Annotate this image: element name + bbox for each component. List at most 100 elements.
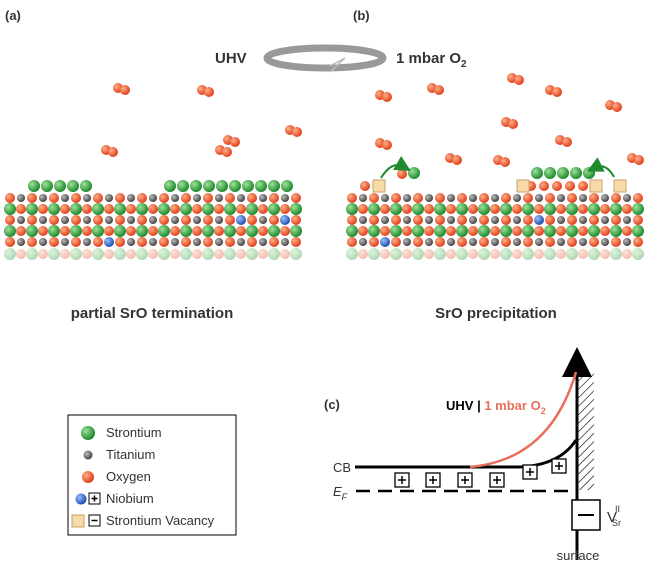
atom	[623, 238, 631, 246]
atom	[346, 203, 358, 215]
atom	[600, 204, 610, 214]
atom	[259, 194, 267, 202]
atom	[447, 238, 455, 246]
atom	[610, 248, 622, 260]
atom	[380, 237, 390, 247]
atom	[236, 204, 246, 214]
atom	[556, 226, 566, 236]
atom	[80, 180, 92, 192]
vacancy	[614, 180, 626, 192]
panel-label: (c)	[324, 397, 340, 412]
atom	[136, 248, 148, 260]
atom	[237, 194, 245, 202]
atom	[17, 216, 25, 224]
atom	[566, 203, 578, 215]
atom	[224, 248, 236, 260]
atom	[16, 249, 26, 259]
atom	[281, 194, 289, 202]
atom	[531, 167, 543, 179]
atom	[164, 180, 176, 192]
atom	[280, 249, 290, 259]
atom	[148, 226, 158, 236]
atom	[434, 85, 444, 95]
legend-text: Niobium	[106, 491, 154, 506]
atom	[501, 237, 511, 247]
atom	[490, 204, 500, 214]
atom	[290, 225, 302, 237]
atom	[193, 194, 201, 202]
atom	[380, 249, 390, 259]
atom	[566, 248, 578, 260]
atom	[508, 119, 518, 129]
atom	[478, 248, 490, 260]
atom	[446, 204, 456, 214]
atom	[60, 249, 70, 259]
atom	[501, 215, 511, 225]
atom	[623, 216, 631, 224]
hop-arrow	[594, 166, 614, 177]
atom	[17, 238, 25, 246]
atom	[26, 248, 38, 260]
atom	[48, 225, 60, 237]
atom	[26, 203, 38, 215]
atom	[193, 238, 201, 246]
atom	[149, 194, 157, 202]
atom	[588, 225, 600, 237]
atom	[534, 249, 544, 259]
atom	[127, 216, 135, 224]
atom	[512, 249, 522, 259]
band-legend: UHV | 1 mbar O2	[446, 398, 546, 416]
legend-icon	[84, 451, 93, 460]
atom	[369, 193, 379, 203]
atom	[27, 237, 37, 247]
atom	[92, 248, 104, 260]
atom	[242, 180, 254, 192]
atom	[578, 226, 588, 236]
atom	[469, 216, 477, 224]
text: E	[333, 484, 342, 499]
atom	[192, 204, 202, 214]
atom	[611, 215, 621, 225]
atom	[247, 215, 257, 225]
atom	[247, 193, 257, 203]
atom	[214, 249, 224, 259]
atom	[557, 216, 565, 224]
atom	[424, 204, 434, 214]
atom	[291, 215, 301, 225]
atom	[552, 181, 562, 191]
atom	[27, 215, 37, 225]
atom	[120, 85, 130, 95]
atom	[522, 203, 534, 215]
atom	[237, 238, 245, 246]
atom	[281, 180, 293, 192]
atom	[48, 248, 60, 260]
atom	[126, 226, 136, 236]
atom	[358, 249, 368, 259]
atom	[104, 226, 114, 236]
atom	[457, 193, 467, 203]
atom	[539, 181, 549, 191]
atom	[512, 226, 522, 236]
atom	[92, 203, 104, 215]
atom	[397, 169, 407, 179]
atom	[456, 248, 468, 260]
atom	[468, 226, 478, 236]
ef-label: EF	[333, 484, 348, 502]
atom	[434, 203, 446, 215]
atom	[268, 180, 280, 192]
atom	[136, 225, 148, 237]
atom	[522, 225, 534, 237]
atom	[71, 215, 81, 225]
atom	[149, 216, 157, 224]
atom	[269, 193, 279, 203]
atom	[82, 249, 92, 259]
atom	[589, 237, 599, 247]
legend-icon	[82, 471, 94, 483]
atom	[588, 248, 600, 260]
atom	[402, 226, 412, 236]
atom	[48, 203, 60, 215]
atom	[579, 194, 587, 202]
atom	[190, 180, 202, 192]
atom	[61, 216, 69, 224]
atom	[202, 248, 214, 260]
